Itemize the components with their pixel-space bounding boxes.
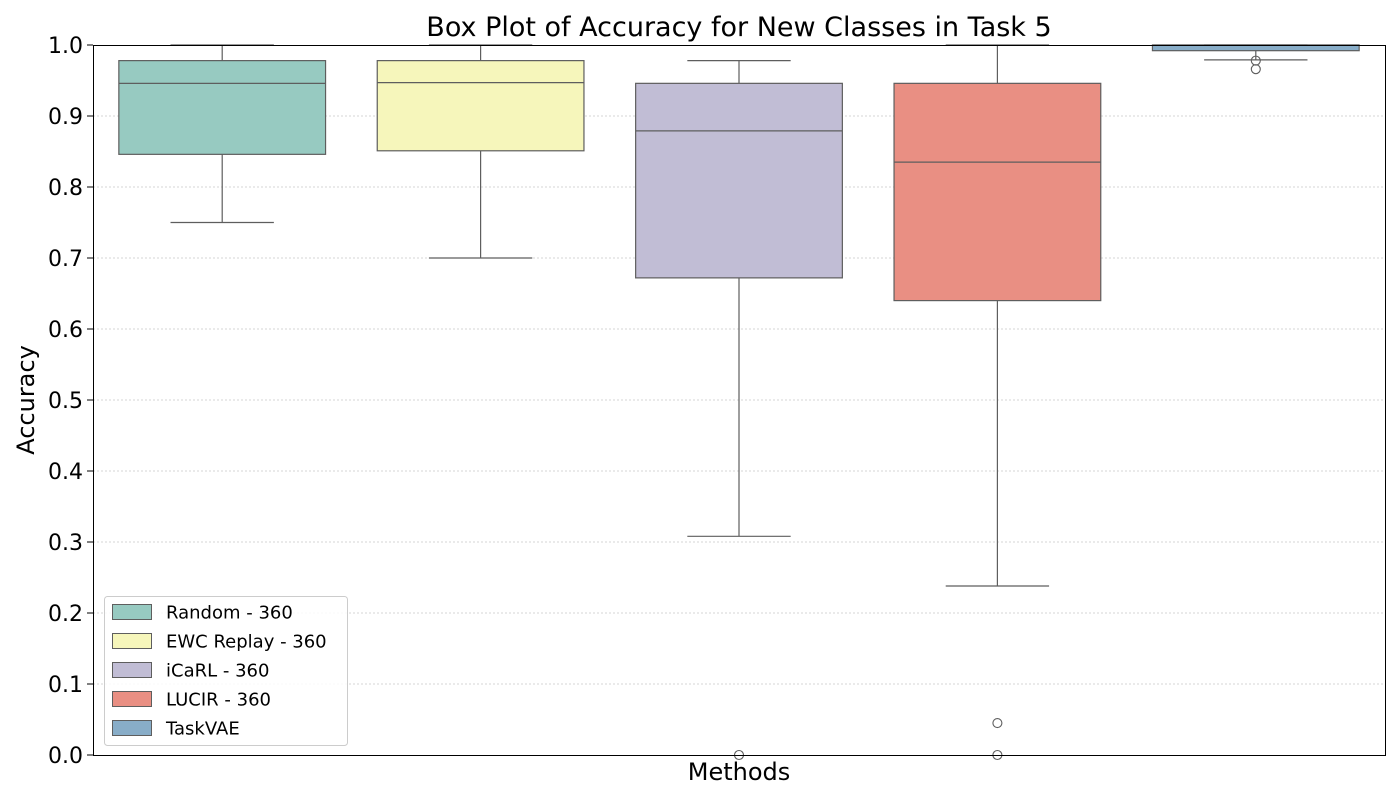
box [893,82,1102,302]
legend-label: LUCIR - 360 [166,690,271,711]
legend: Random - 360 EWC Replay - 360 iCaRL - 360 L… [104,596,348,746]
box [118,60,327,155]
y-axis-ticks: 0.0 0.1 0.2 0.3 0.4 0.5 0.6 0.7 0.8 0.9 1.0 [48,34,93,769]
legend-label: EWC Replay - 360 [166,632,327,653]
legend-swatch [112,604,152,620]
outlier-point [992,717,1003,729]
boxes [118,44,1360,761]
y-tick-label: 1.0 [48,34,83,59]
outlier-point [1250,64,1261,75]
y-tick-label: 0.6 [48,318,83,343]
y-tick-label: 0.2 [48,602,83,627]
y-tick-label: 0.5 [48,389,83,414]
box [635,82,843,279]
legend-label: Random - 360 [166,603,293,624]
y-tick-label: 0.0 [48,744,83,769]
legend-label: iCaRL - 360 [166,661,269,682]
chart-title: Box Plot of Accuracy for New Classes in … [426,12,1051,43]
y-tick-label: 0.9 [48,105,83,130]
legend-swatch [112,633,152,649]
x-axis-label: Methods [688,758,791,786]
legend-swatch [112,662,152,678]
box-group [893,44,1102,761]
y-tick-label: 0.8 [48,176,83,201]
y-tick-label: 0.3 [48,531,83,556]
y-axis-label: Accuracy [12,345,40,455]
box-group [635,60,843,761]
plot-frame [93,45,1386,756]
box-group [376,44,585,259]
legend-swatch [112,691,152,707]
box-group [1151,44,1360,75]
y-tick-label: 0.1 [48,673,83,698]
legend-swatch [112,720,152,736]
box [376,60,585,152]
legend-label: TaskVAE [165,719,240,740]
y-tick-label: 0.7 [48,247,83,272]
y-tick-label: 0.4 [48,460,83,485]
legend-frame [104,596,348,746]
box-group [118,44,327,224]
